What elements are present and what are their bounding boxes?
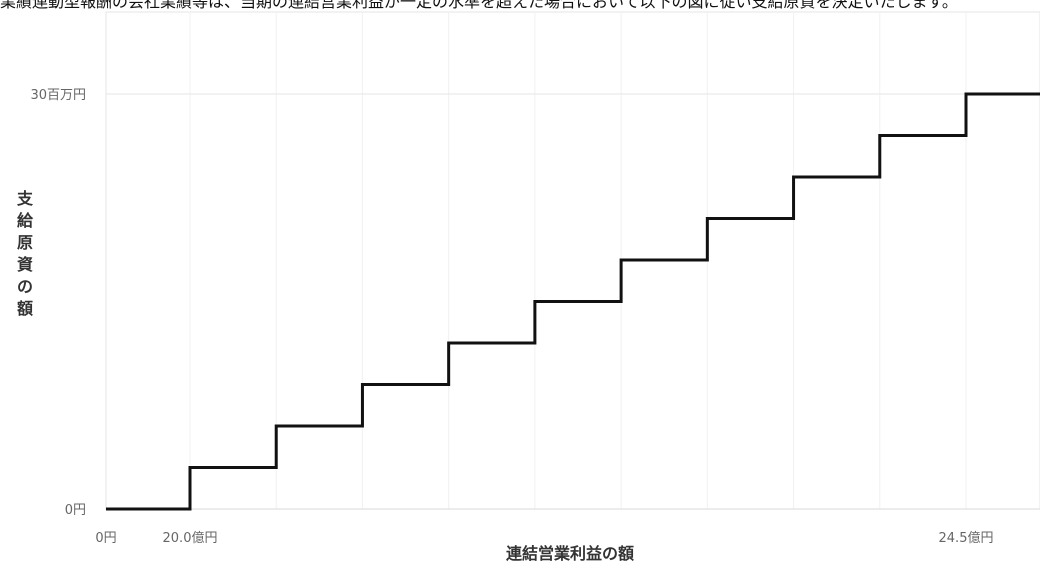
plot-frame xyxy=(105,11,1040,510)
y-axis-label-char: 額 xyxy=(16,299,33,318)
series-step-line xyxy=(106,92,1040,511)
y-axis-label-char: 給 xyxy=(16,211,33,230)
y-axis-label: 支給原資の額 xyxy=(14,188,36,320)
page-caption: 業績連動型報酬の会社業績等は、当期の連結営業利益が一定の水準を超えた場合において… xyxy=(0,0,958,11)
y-tick-label: 30百万円 xyxy=(30,88,86,103)
grid-layer xyxy=(105,11,1040,510)
x-axis-label: 連結営業利益の額 xyxy=(505,544,634,563)
y-axis-label-char: 支 xyxy=(16,189,33,208)
y-axis-label-char: 資 xyxy=(16,255,33,274)
y-axis-label-char: の xyxy=(16,277,33,296)
y-tick-label: 0円 xyxy=(65,503,86,518)
series-layer xyxy=(106,92,1040,511)
y-axis-label-char: 原 xyxy=(16,233,33,252)
x-tick-label: 20.0億円 xyxy=(163,530,218,546)
tick-labels: 0円 20.0億円 24.5億円 0円 30百万円 xyxy=(30,88,993,546)
x-tick-label: 24.5億円 xyxy=(939,530,994,546)
x-tick-label: 0円 xyxy=(95,531,116,546)
